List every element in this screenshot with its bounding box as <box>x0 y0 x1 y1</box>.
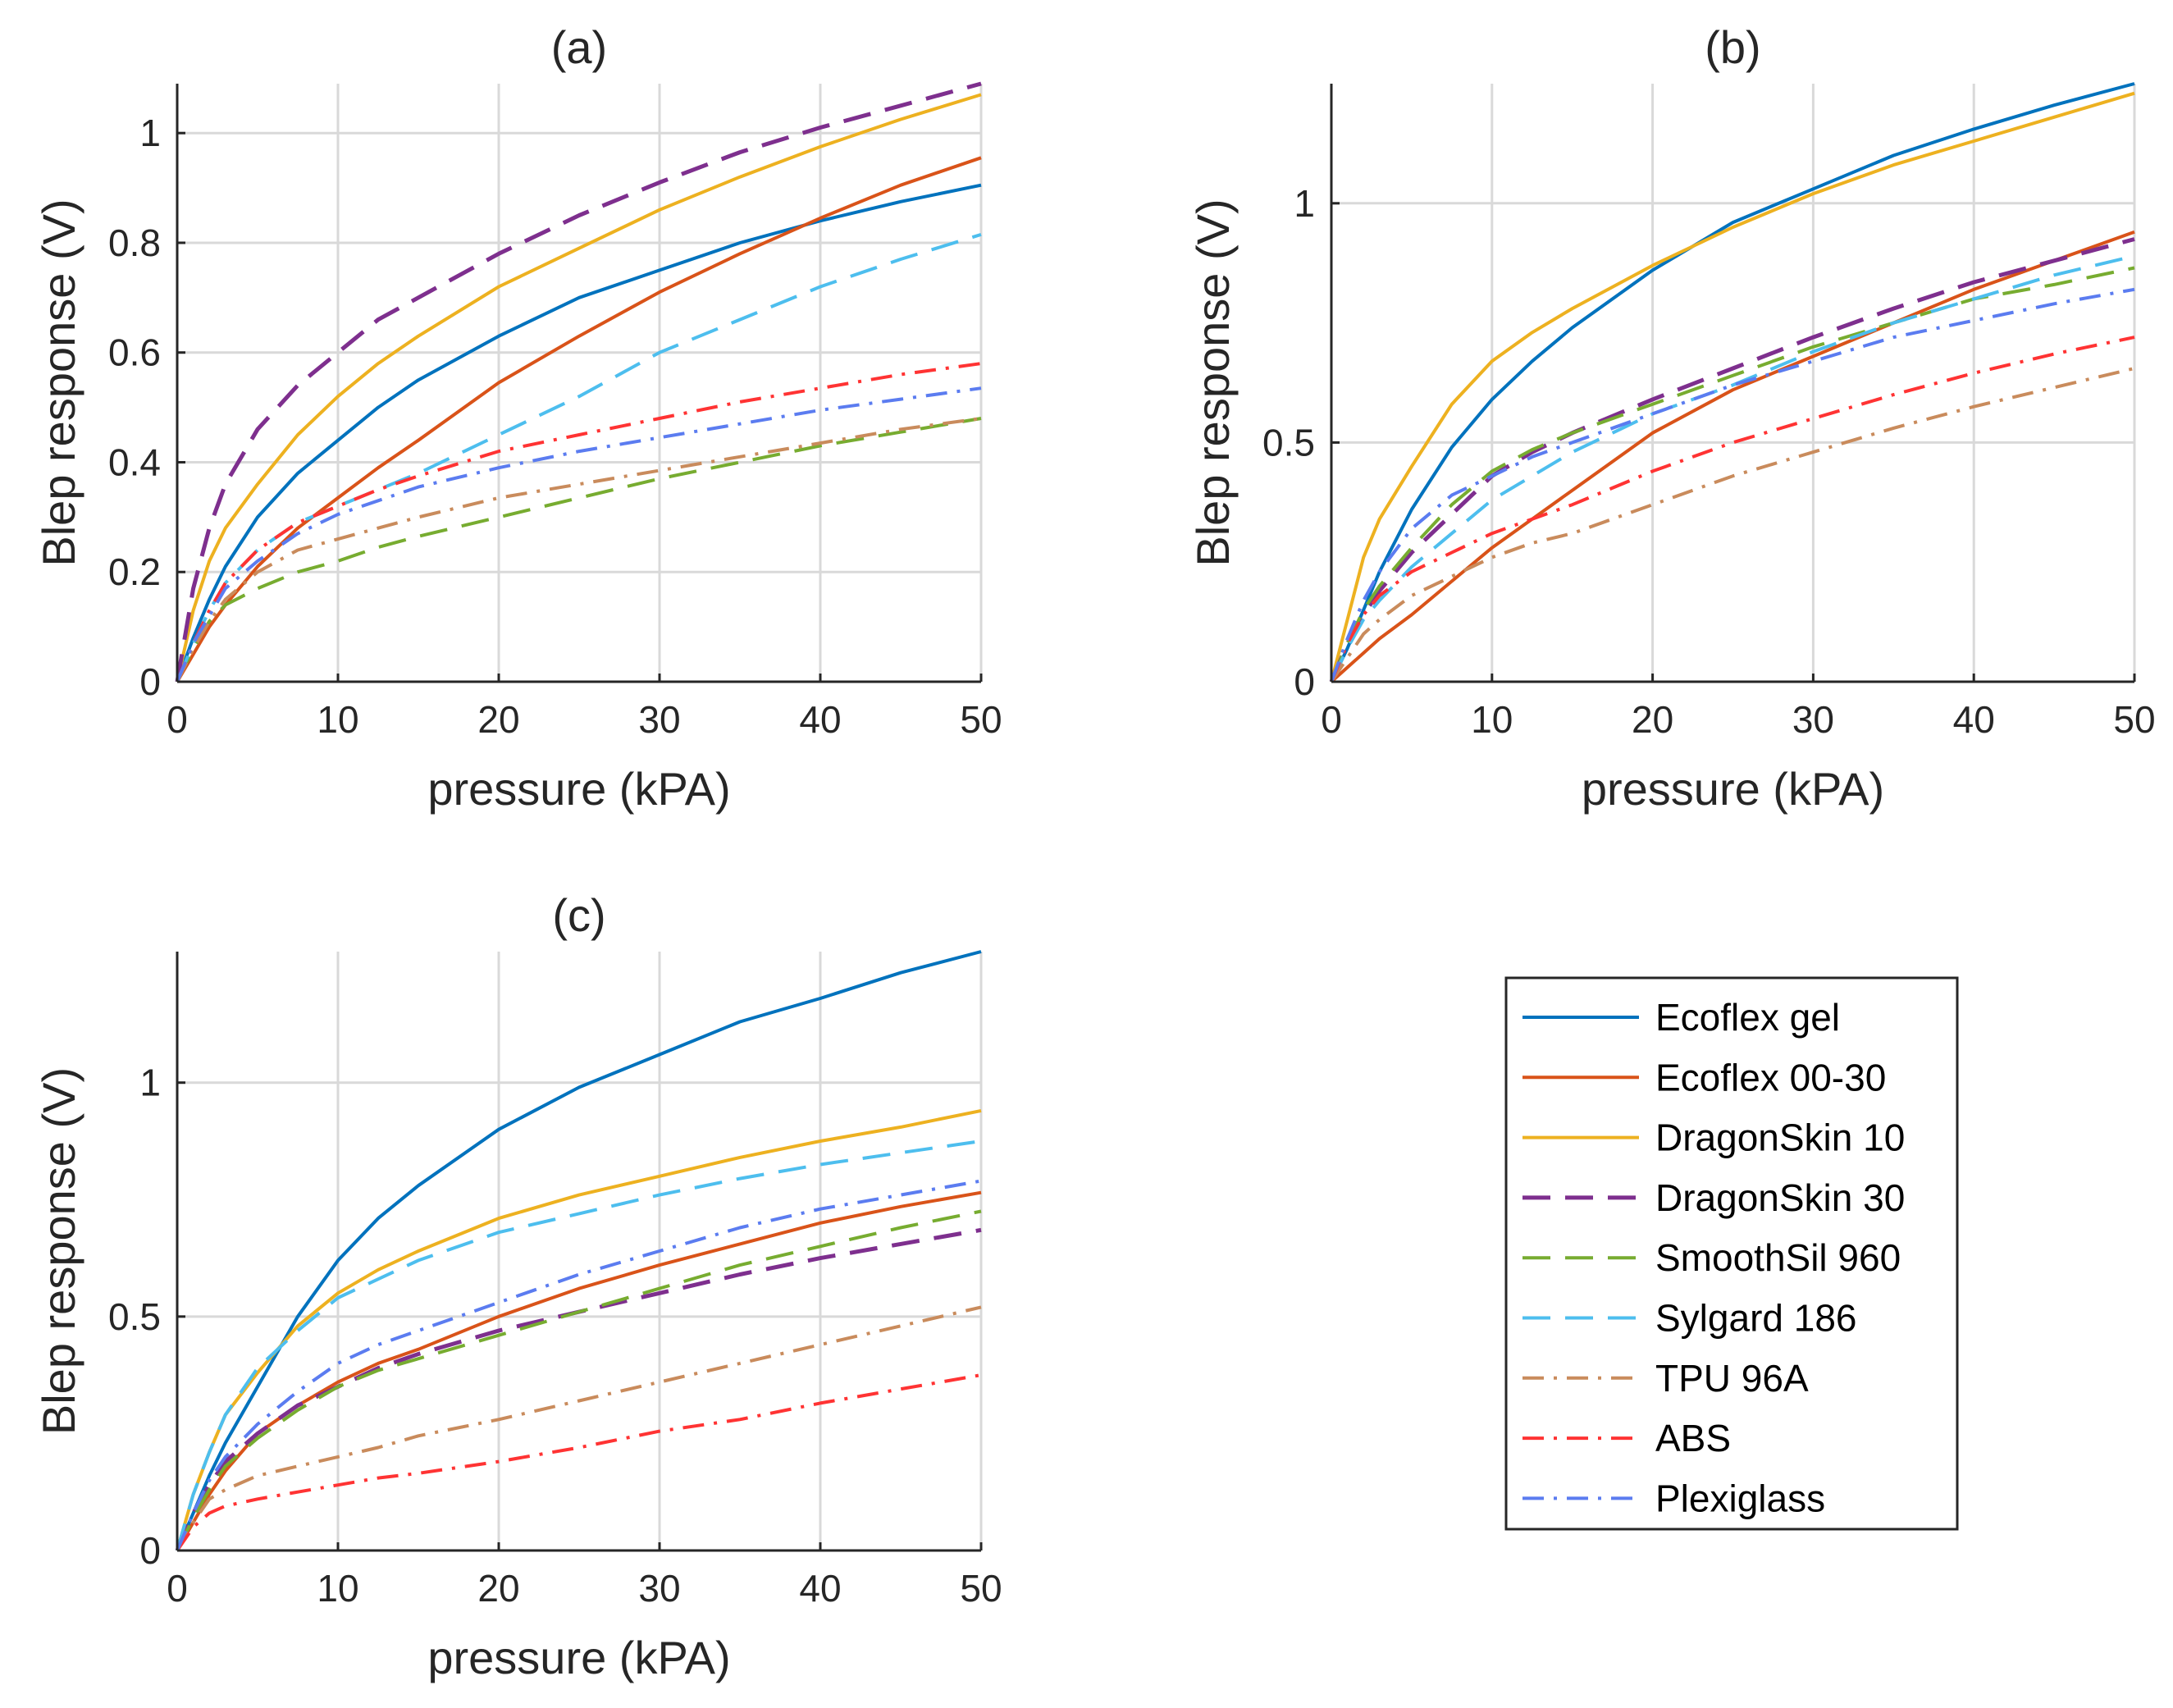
panel-title: (b) <box>1705 21 1760 73</box>
x-tick-label: 30 <box>638 698 680 741</box>
y-tick-label: 0.5 <box>108 1295 161 1338</box>
x-tick-label: 40 <box>1953 698 1995 741</box>
x-axis-label: pressure (kPA) <box>427 1632 730 1683</box>
series-line-plexiglass <box>176 1179 982 1551</box>
legend-item: Plexiglass <box>1522 1477 1825 1519</box>
series-line-dragonskin-10 <box>176 1108 982 1551</box>
y-axis-label: Blep response (V) <box>1187 199 1239 566</box>
legend-item: TPU 96A <box>1522 1357 1809 1400</box>
legend-label: ABS <box>1655 1417 1731 1459</box>
series-line-tpu-96a <box>176 417 982 683</box>
series-line-ecoflex-00-30 <box>176 156 982 683</box>
y-tick-label: 0 <box>139 1529 161 1572</box>
panel-a: 0 10 20 30 40 50 0 0.2 0.4 0.6 0.8 1 (a) pressure (kP… <box>33 21 1002 815</box>
legend-item: Sylgard 186 <box>1522 1297 1857 1340</box>
legend-item: Ecoflex gel <box>1522 996 1840 1039</box>
x-tick-label: 30 <box>638 1567 680 1610</box>
y-tick-label: 0.5 <box>1262 421 1315 464</box>
series-line-ecoflex-gel <box>1330 82 2135 683</box>
y-tick-label: 0 <box>1294 660 1315 703</box>
x-tick-label: 40 <box>799 698 841 741</box>
legend: Ecoflex gel Ecoflex 00-30 DragonSkin 10 Dra… <box>1504 976 1959 1531</box>
series-line-ecoflex-gel <box>176 183 982 683</box>
series-line-ecoflex-00-30 <box>176 1190 982 1551</box>
x-tick-label: 50 <box>2113 698 2155 741</box>
series-line-plexiglass <box>176 386 982 683</box>
legend-item: DragonSkin 10 <box>1522 1117 1905 1159</box>
x-tick-label: 0 <box>167 1567 188 1610</box>
legend-label: Sylgard 186 <box>1655 1297 1857 1340</box>
x-tick-label: 30 <box>1792 698 1834 741</box>
legend-item: DragonSkin 30 <box>1522 1176 1905 1219</box>
series-line-smoothsil-960 <box>176 1209 982 1551</box>
legend-label: Ecoflex gel <box>1655 996 1840 1039</box>
y-tick-label: 0.4 <box>108 441 161 483</box>
legend-item: SmoothSil 960 <box>1522 1236 1901 1279</box>
legend-item: ABS <box>1522 1417 1731 1459</box>
series-line-abs <box>176 1373 982 1552</box>
x-axis-label: pressure (kPA) <box>427 763 730 815</box>
series-line-tpu-96a <box>1330 367 2135 683</box>
panel-title: (c) <box>552 889 605 941</box>
x-tick-label: 20 <box>477 698 519 741</box>
legend-label: DragonSkin 10 <box>1655 1117 1905 1159</box>
legend-label: Plexiglass <box>1655 1477 1825 1519</box>
series-line-dragonskin-30 <box>175 81 982 683</box>
y-tick-label: 1 <box>139 112 161 154</box>
x-tick-label: 0 <box>167 698 188 741</box>
y-tick-label: 1 <box>1294 182 1315 225</box>
legend-label: SmoothSil 960 <box>1655 1236 1901 1279</box>
series-line-ecoflex-00-30 <box>1330 230 2135 683</box>
y-tick-label: 0.6 <box>108 331 161 374</box>
x-tick-label: 40 <box>799 1567 841 1610</box>
x-tick-label: 20 <box>1632 698 1673 741</box>
series-group <box>175 81 982 683</box>
x-tick-label: 10 <box>317 1567 358 1610</box>
y-tick-label: 0 <box>139 660 161 703</box>
x-tick-label: 10 <box>317 698 358 741</box>
series-line-dragonskin-10 <box>1330 91 2135 683</box>
panel-c: 0 10 20 30 40 50 0 0.5 1 (c) pressure (kPA) Blep re… <box>33 889 1002 1683</box>
x-axis-label: pressure (kPA) <box>1582 763 1884 815</box>
legend-label: DragonSkin 30 <box>1655 1176 1905 1219</box>
x-tick-label: 0 <box>1321 698 1342 741</box>
series-line-sylgard-186 <box>176 1139 982 1551</box>
series-line-abs <box>176 362 982 683</box>
panel-b: 0 10 20 30 40 50 0 0.5 1 (b) pressure (kPA) Blep re… <box>1187 21 2156 815</box>
y-axis-label: Blep response (V) <box>33 1067 84 1435</box>
series-line-ecoflex-gel <box>176 950 982 1551</box>
legend-item: Ecoflex 00-30 <box>1522 1056 1886 1098</box>
x-tick-label: 50 <box>960 698 1002 741</box>
panel-title: (a) <box>551 21 607 73</box>
grid <box>1331 84 2136 682</box>
series-line-dragonskin-30 <box>175 1227 982 1551</box>
y-axis-label: Blep response (V) <box>33 199 84 566</box>
series-group <box>1329 82 2135 683</box>
legend-label: Ecoflex 00-30 <box>1655 1056 1886 1098</box>
x-tick-label: 10 <box>1471 698 1513 741</box>
legend-label: TPU 96A <box>1655 1357 1809 1400</box>
series-group <box>175 950 982 1552</box>
y-tick-label: 0.8 <box>108 221 161 264</box>
y-tick-label: 1 <box>139 1062 161 1104</box>
series-line-smoothsil-960 <box>176 417 982 683</box>
series-line-plexiglass <box>1330 287 2135 683</box>
x-tick-label: 50 <box>960 1567 1002 1610</box>
series-line-sylgard-186 <box>1330 254 2135 683</box>
x-tick-label: 20 <box>477 1567 519 1610</box>
series-line-dragonskin-10 <box>176 93 982 683</box>
y-tick-label: 0.2 <box>108 550 161 593</box>
